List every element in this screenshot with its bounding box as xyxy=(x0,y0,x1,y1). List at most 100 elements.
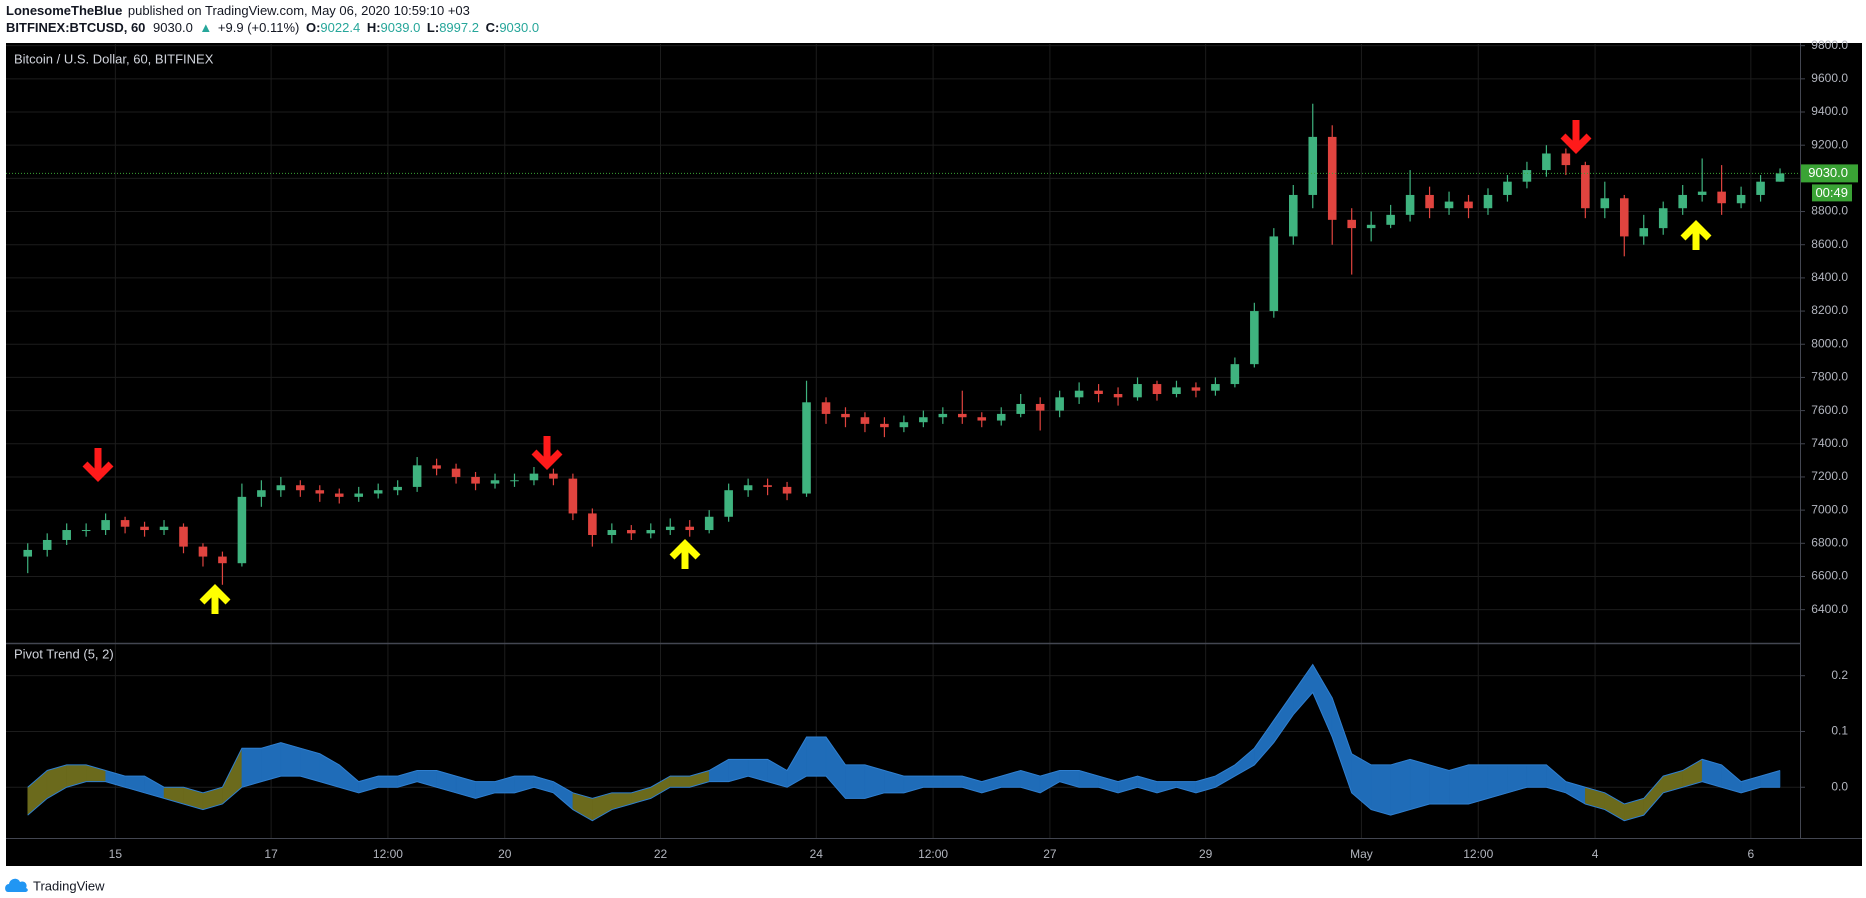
candle-body xyxy=(373,490,383,494)
x-tick-label: 29 xyxy=(1199,847,1213,861)
band-fill xyxy=(1448,764,1469,805)
indicator-pane-title: Pivot Trend (5, 2) xyxy=(14,646,114,661)
candle-body xyxy=(1074,390,1084,398)
last: 9030.0 xyxy=(153,20,193,35)
band-fill xyxy=(1409,759,1430,810)
candle-body xyxy=(665,526,675,531)
candle-body xyxy=(821,402,831,414)
candle-body xyxy=(1152,384,1162,395)
candle-body xyxy=(490,480,500,484)
candle-body xyxy=(101,520,110,531)
band-line xyxy=(27,691,1781,822)
x-tick-label: 27 xyxy=(1043,847,1057,861)
candle-body xyxy=(860,417,870,424)
candle-body xyxy=(1464,201,1473,209)
candle-body xyxy=(529,473,539,481)
published: published on TradingView.com, May 06, 20… xyxy=(128,3,470,18)
pivot-low-arrows xyxy=(199,220,1712,614)
band-fill xyxy=(942,775,963,788)
high-label: H: xyxy=(367,20,381,35)
candle-body xyxy=(1308,136,1318,195)
candle-body xyxy=(412,465,422,487)
candle-body xyxy=(1211,384,1220,391)
x-tick-label: 24 xyxy=(810,847,824,861)
candle-body xyxy=(276,485,286,491)
candle-body xyxy=(296,485,305,491)
candle-body xyxy=(1133,384,1142,398)
candle-body xyxy=(23,549,33,557)
band-fill xyxy=(845,764,866,799)
candle-body xyxy=(1775,173,1785,182)
candle-body xyxy=(1289,194,1298,237)
y-tick-label: 6600.0 xyxy=(1811,569,1848,583)
candle-body xyxy=(1035,403,1045,411)
open: 9022.4 xyxy=(320,20,360,35)
y-tick-label: 7400.0 xyxy=(1811,436,1848,450)
candle-body xyxy=(1250,311,1259,365)
candle-body xyxy=(607,530,617,536)
header-line-1: LonesomeTheBlue published on TradingView… xyxy=(6,3,470,18)
chart-background xyxy=(6,43,1862,866)
y-tick-label: 7200.0 xyxy=(1811,469,1848,483)
y-tick-label: 0.0 xyxy=(1831,779,1848,793)
candle-body xyxy=(237,496,247,564)
candle-body xyxy=(198,546,208,557)
candle-body xyxy=(1269,236,1279,312)
candle-body xyxy=(1386,214,1395,225)
candle-body xyxy=(81,530,91,532)
arrow-down xyxy=(531,436,563,470)
candle-body xyxy=(1094,390,1103,395)
band-fill xyxy=(1429,764,1450,805)
candle-body xyxy=(1756,181,1765,195)
y-tick-label: 8800.0 xyxy=(1811,204,1848,218)
x-tick-label: May xyxy=(1350,847,1373,861)
candle-body xyxy=(996,413,1006,421)
arrow-up xyxy=(1680,220,1712,250)
header-line-2: BITFINEX:BTCUSD, 60 9030.0 ▲ +9.9 (+0.11… xyxy=(6,20,539,35)
band-line xyxy=(27,663,1781,805)
band-fill xyxy=(1526,764,1547,788)
candle-body xyxy=(899,422,909,428)
candle-body xyxy=(432,465,441,469)
candle-body xyxy=(1736,194,1746,204)
x-tick-label: 4 xyxy=(1592,847,1599,861)
y-tick-label: 7600.0 xyxy=(1811,403,1848,417)
high: 9039.0 xyxy=(381,20,421,35)
candle-body xyxy=(1016,403,1025,414)
y-tick-label: 0.2 xyxy=(1831,668,1848,682)
candle-body xyxy=(802,402,811,494)
candle-body xyxy=(646,530,656,534)
candle-body xyxy=(471,476,480,484)
candle-body xyxy=(938,413,948,418)
y-tick-label: 9600.0 xyxy=(1811,71,1848,85)
candle-body xyxy=(1327,136,1337,220)
footer-brand: TradingView xyxy=(33,878,105,893)
candle-body xyxy=(354,493,364,497)
x-tick-label: 12:00 xyxy=(1463,847,1493,861)
y-tick-label: 0.1 xyxy=(1831,724,1848,738)
low-label: L: xyxy=(427,20,439,35)
candle-body xyxy=(510,480,519,482)
candle-body xyxy=(1522,170,1532,182)
y-tick-label: 6800.0 xyxy=(1811,535,1848,549)
low: 8997.2 xyxy=(439,20,479,35)
band-fill xyxy=(1468,764,1489,805)
x-tick-label: 12:00 xyxy=(918,847,948,861)
countdown-label: 00:49 xyxy=(1815,185,1848,200)
candle-body xyxy=(1717,191,1726,204)
plot xyxy=(6,103,1800,822)
candle-body xyxy=(1405,194,1415,215)
band-fill xyxy=(923,775,944,788)
arrow-up xyxy=(669,539,701,569)
candle-body xyxy=(1639,228,1649,237)
candle-body xyxy=(685,526,694,531)
arrow-up xyxy=(199,584,231,614)
y-tick-label: 7800.0 xyxy=(1811,370,1848,384)
candle-body xyxy=(1444,201,1454,209)
last-price-label: 9030.0 xyxy=(1808,165,1848,180)
pivot-high-arrows xyxy=(82,120,1592,482)
y-tick-label: 8000.0 xyxy=(1811,336,1848,350)
candle-body xyxy=(1561,153,1571,166)
symbol: BITFINEX:BTCUSD, 60 xyxy=(6,20,145,35)
